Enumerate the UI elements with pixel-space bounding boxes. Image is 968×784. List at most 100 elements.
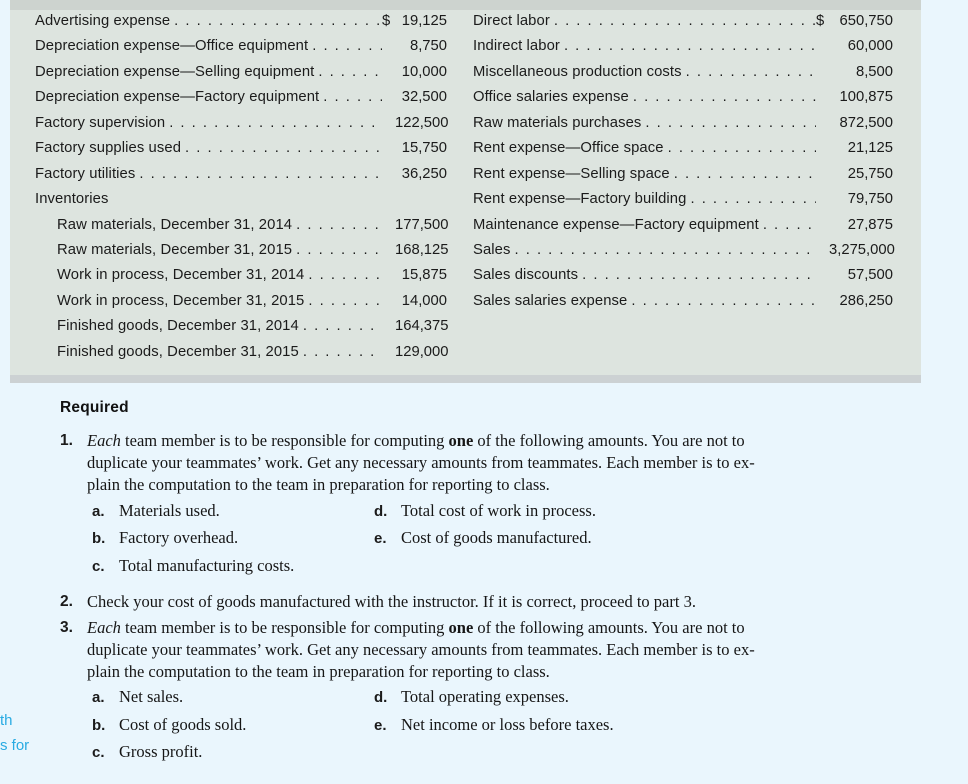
row-label: Raw materials, December 31, 2015	[57, 241, 293, 258]
sub-item-grid: a. Materials used. b. Factory overhead. c. To…	[92, 501, 932, 584]
dot-leader	[682, 64, 816, 80]
table-row: Advertising expense $19,125	[35, 13, 447, 38]
row-label: Office salaries expense	[473, 89, 629, 106]
dot-leader	[560, 38, 816, 54]
table-row: Factory supervision 122,500	[35, 114, 449, 140]
required-section: Required 1. Each team member is to be res…	[60, 399, 932, 778]
row-label: Sales discounts	[473, 267, 579, 284]
dot-leader	[319, 89, 382, 105]
table-row: Sales salaries expense 286,250	[473, 293, 893, 318]
sub-item-letter: c.	[92, 744, 105, 762]
sub-item-text: Cost of goods sold.	[119, 714, 247, 734]
sub-item: c. Total manufacturing costs.	[92, 556, 374, 584]
table-row: Rent expense—Selling space 25,750	[473, 166, 893, 191]
row-amount: 14,000	[401, 292, 447, 309]
table-row: Indirect labor 60,000	[473, 38, 893, 63]
dot-leader	[135, 166, 382, 182]
row-amount: 100,875	[839, 89, 894, 106]
sub-item-letter: a.	[92, 689, 105, 707]
sub-item: e. Net income or loss before taxes.	[374, 715, 614, 743]
item-text: Each team member is to be responsible fo…	[87, 617, 755, 681]
currency-symbol: $	[816, 13, 825, 29]
dot-leader	[578, 267, 816, 283]
table-top-edge	[10, 0, 921, 10]
row-amount: 15,750	[401, 140, 447, 157]
table-left-column: Advertising expense $19,125 Depreciation e…	[35, 13, 449, 369]
row-amount: 122,500	[395, 114, 449, 131]
margin-note-line: s for	[0, 737, 30, 754]
row-amount: 19,125	[401, 13, 447, 29]
sub-item: b. Cost of goods sold.	[92, 715, 374, 743]
row-label: Depreciation expense—Factory equipment	[35, 89, 320, 106]
sub-item-text: Total cost of work in process.	[401, 500, 596, 520]
dot-leader	[511, 242, 816, 258]
dot-leader	[314, 64, 382, 80]
row-label: Rent expense—Factory building	[473, 191, 687, 208]
table-row: Raw materials purchases 872,500	[473, 115, 893, 140]
row-label: Raw materials purchases	[473, 114, 642, 131]
row-amount: 10,000	[401, 63, 447, 80]
sub-item-text: Total manufacturing costs.	[119, 555, 295, 575]
dot-leader	[165, 115, 382, 131]
sub-item-letter: a.	[92, 502, 105, 520]
sub-item: a. Materials used.	[92, 501, 374, 529]
row-label: Depreciation expense—Office equipment	[35, 38, 309, 55]
dot-leader	[170, 13, 382, 29]
sub-item-column: a. Net sales. b. Cost of goods sold. c. Gross…	[92, 687, 374, 770]
row-label: Direct labor	[473, 13, 550, 29]
row-amount: 872,500	[839, 114, 894, 131]
sub-item-letter: c.	[92, 557, 105, 575]
row-label: Sales	[473, 241, 511, 258]
row-amount: 57,500	[847, 267, 893, 284]
account-balances-table: Advertising expense $19,125 Depreciation e…	[10, 0, 921, 383]
table-row: Sales 3,275,000	[473, 241, 895, 267]
table-row: Sales discounts 57,500	[473, 267, 893, 292]
row-label: Raw materials, December 31, 2014	[57, 216, 293, 233]
row-label: Finished goods, December 31, 2015	[57, 343, 299, 360]
row-label: Maintenance expense—Factory equipment	[473, 216, 759, 233]
table-row: Office salaries expense 100,875	[473, 89, 893, 114]
sub-item: a. Net sales.	[92, 687, 374, 715]
margin-note-line: th	[0, 712, 13, 729]
required-items: 1. Each team member is to be responsible …	[60, 430, 932, 775]
row-label: Indirect labor	[473, 38, 560, 55]
dot-leader	[664, 140, 816, 156]
sub-item: d. Total operating expenses.	[374, 687, 614, 715]
sub-item-text: Net income or loss before taxes.	[401, 714, 614, 734]
row-label: Work in process, December 31, 2015	[57, 292, 305, 309]
sub-item-text: Materials used.	[119, 500, 220, 520]
sub-item-letter: b.	[92, 530, 106, 548]
row-amount: 177,500	[395, 216, 449, 233]
dot-leader	[670, 166, 816, 182]
sub-item: d. Total cost of work in process.	[374, 501, 596, 529]
sub-item-column: d. Total cost of work in process. e. Cost o…	[374, 501, 596, 584]
table-row: Raw materials, December 31, 2015 168,125	[35, 241, 449, 267]
sub-item-text: Cost of goods manufactured.	[401, 528, 592, 548]
dot-leader	[686, 191, 816, 207]
dot-leader	[304, 293, 382, 309]
table-row: Direct labor $650,750	[473, 13, 893, 38]
sub-item-letter: e.	[374, 716, 387, 734]
row-amount: 8,750	[409, 38, 447, 55]
row-label: Rent expense—Office space	[473, 140, 664, 157]
dot-leader	[641, 115, 816, 131]
item-text: Check your cost of goods manufactured wi…	[87, 592, 696, 612]
row-amount: 21,125	[847, 140, 893, 157]
sub-item: e. Cost of goods manufactured.	[374, 528, 596, 556]
sub-item: b. Factory overhead.	[92, 528, 374, 556]
sub-item-letter: e.	[374, 530, 387, 548]
sub-item-letter: d.	[374, 502, 388, 520]
sub-item-text: Gross profit.	[119, 742, 203, 762]
dot-leader	[627, 293, 816, 309]
currency-symbol: $	[382, 13, 391, 29]
table-row: Rent expense—Office space 21,125	[473, 140, 893, 165]
row-amount: 129,000	[395, 343, 449, 360]
row-amount: 3,275,000	[829, 241, 895, 258]
table-row: Finished goods, December 31, 2014 164,375	[35, 318, 449, 343]
sub-item: c. Gross profit.	[92, 742, 374, 770]
item-text: Each team member is to be responsible fo…	[87, 431, 755, 495]
row-amount: 286,250	[839, 292, 894, 309]
row-label: Depreciation expense—Selling equipment	[35, 63, 315, 80]
table-row: Factory utilities 36,250	[35, 166, 447, 191]
row-amount: 25,750	[847, 165, 893, 182]
